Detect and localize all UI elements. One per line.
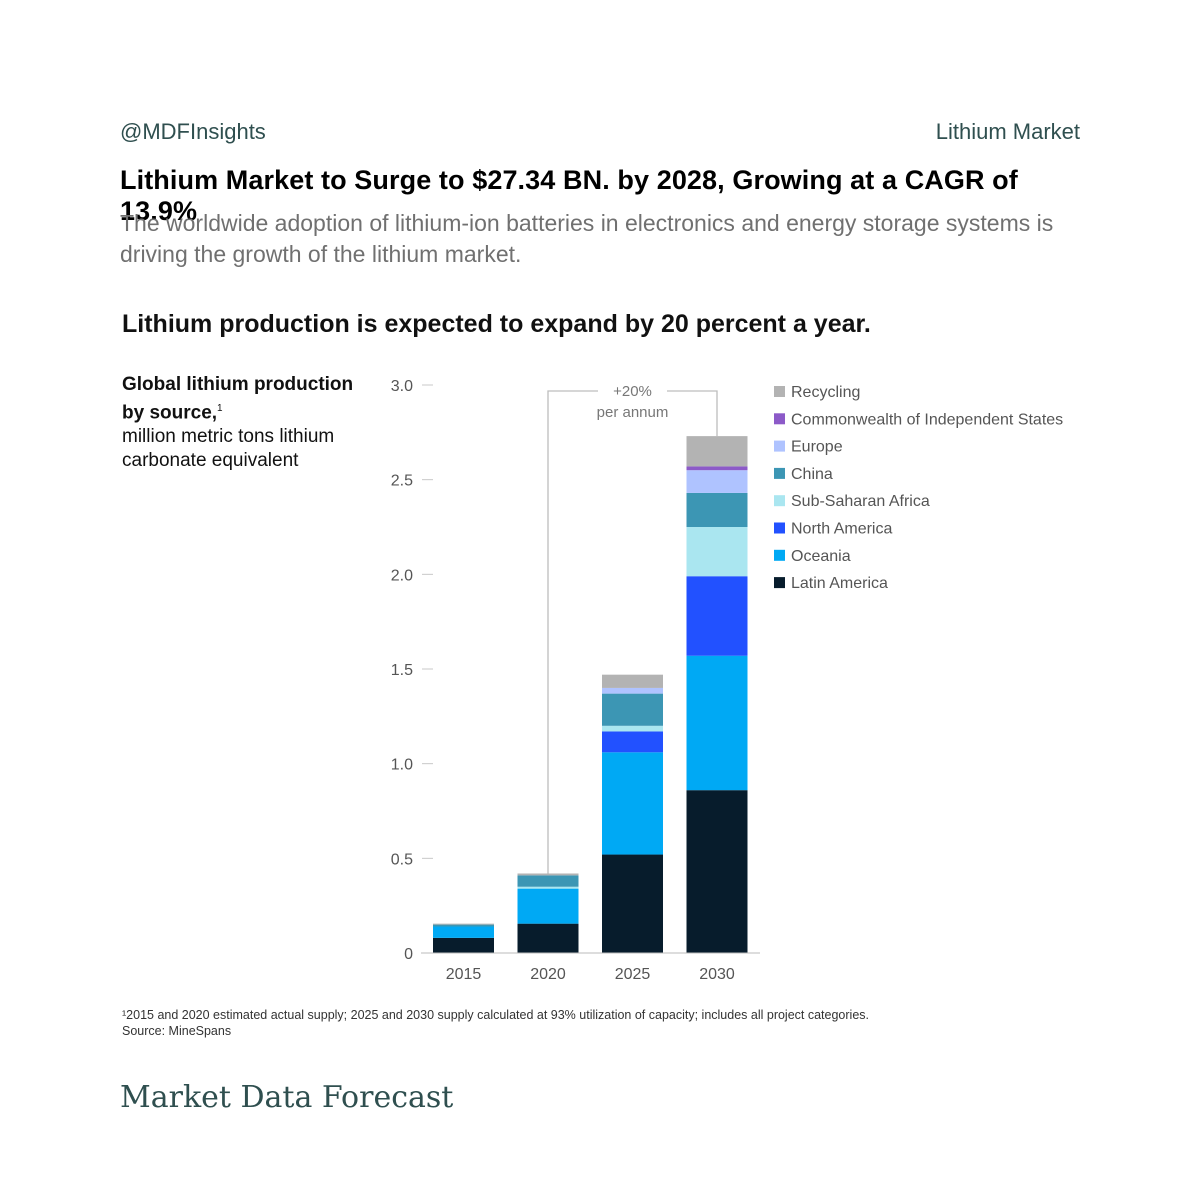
bar-segment-latin-america-2030	[686, 790, 748, 953]
bar-segment-recycling-2025	[602, 674, 663, 688]
legend-label: China	[791, 466, 833, 483]
legend-swatch	[774, 386, 785, 397]
y-tick-label: 3.0	[391, 378, 413, 395]
headline: Lithium Market to Surge to $27.34 BN. by…	[120, 165, 1018, 226]
footnote: ¹2015 and 2020 estimated actual supply; …	[122, 1007, 1082, 1039]
stacked-bar-chart: 0 0.5 1.0 1.5 2.0 2.5 3.0 2015 2020 2025 2030 +20…	[391, 378, 1063, 983]
bar-segment-recycling-2020	[517, 873, 579, 876]
legend-swatch	[774, 495, 785, 507]
legend-label: Europe	[791, 439, 843, 456]
legend-swatch	[774, 440, 785, 452]
bar-segment-oceania-2015	[433, 926, 494, 938]
bar-segment-sub-saharan-africa-2020	[517, 886, 579, 889]
growth-annotation-value: +20%	[613, 383, 652, 400]
bar-segment-latin-america-2025	[602, 854, 663, 953]
footnote-source: Source: MineSpans	[122, 1024, 232, 1038]
x-tick-label: 2025	[615, 966, 651, 983]
legend-label: Recycling	[791, 384, 860, 401]
legend-swatch	[774, 549, 785, 561]
bar-segment-oceania-2030	[686, 655, 748, 791]
legend-swatch	[774, 522, 785, 534]
y-tick-label: 1.5	[391, 662, 413, 679]
bar-segment-sub-saharan-africa-2025	[602, 725, 663, 732]
bar-segment-latin-america-2015	[433, 937, 494, 953]
legend-swatch	[774, 413, 785, 425]
y-axis: 0 0.5 1.0 1.5 2.0 2.5 3.0	[391, 378, 433, 963]
bar-segment-china-2030	[686, 492, 748, 527]
bar-segment-europe-2030	[686, 470, 748, 493]
legend-swatch	[774, 467, 785, 479]
brand-handle: @MDFInsights	[120, 119, 266, 144]
bar-segment-china-2015	[433, 924, 494, 927]
units-label: Global lithium production by source,1 mi…	[122, 373, 362, 473]
growth-annotation-unit: per annum	[597, 404, 669, 421]
legend: Recycling Commonwealth of Independent Sta…	[774, 384, 1063, 592]
bar-segment-china-2025	[602, 693, 663, 726]
y-tick-label: 0	[404, 946, 413, 963]
bracket-right	[667, 390, 718, 437]
legend-label: Latin America	[791, 575, 888, 592]
x-axis: 2015 2020 2025 2030	[421, 952, 760, 983]
y-tick-label: 2.0	[391, 567, 413, 584]
x-tick-label: 2020	[530, 966, 566, 983]
legend-label: North America	[791, 521, 892, 538]
bar-segment-oceania-2020	[517, 888, 579, 924]
bracket-left	[547, 390, 598, 874]
y-tick-label: 1.0	[391, 757, 413, 774]
legend-label: Commonwealth of Independent States	[791, 411, 1063, 428]
chart-title: Lithium production is expected to expand…	[122, 310, 871, 338]
bar-segment-commonwealth-of-independent-states-2030	[686, 466, 748, 471]
legend-label: Oceania	[791, 548, 851, 565]
units-footnote-mark: 1	[217, 403, 223, 414]
y-tick-label: 2.5	[391, 473, 413, 490]
bar-segment-latin-america-2020	[517, 923, 579, 953]
bar-segment-sub-saharan-africa-2030	[686, 527, 748, 577]
bar-segment-china-2020	[517, 875, 579, 887]
bars	[433, 436, 748, 953]
bar-segment-europe-2025	[602, 687, 663, 694]
y-tick-label: 0.5	[391, 851, 413, 868]
x-tick-label: 2030	[699, 966, 735, 983]
x-tick-label: 2015	[446, 966, 482, 983]
footnote-text: ¹2015 and 2020 estimated actual supply; …	[122, 1008, 870, 1022]
bar-segment-recycling-2015	[433, 923, 494, 925]
legend-swatch	[774, 577, 785, 589]
subtitle: The worldwide adoption of lithium-ion ba…	[120, 210, 1054, 267]
bar-segment-oceania-2025	[602, 752, 663, 855]
legend-label: Sub-Saharan Africa	[791, 493, 930, 510]
growth-bracket: +20% per annum	[547, 383, 718, 874]
bar-segment-north-america-2030	[686, 576, 748, 656]
units-bold-line: Global lithium production by source,	[122, 374, 354, 424]
units-rest: million metric tons lithium carbonate eq…	[122, 426, 335, 472]
bar-segment-recycling-2030	[686, 436, 748, 467]
bar-segment-north-america-2025	[602, 731, 663, 753]
topic-label: Lithium Market	[935, 119, 1080, 144]
brand-logo-text: Market Data Forecast	[120, 1080, 454, 1115]
